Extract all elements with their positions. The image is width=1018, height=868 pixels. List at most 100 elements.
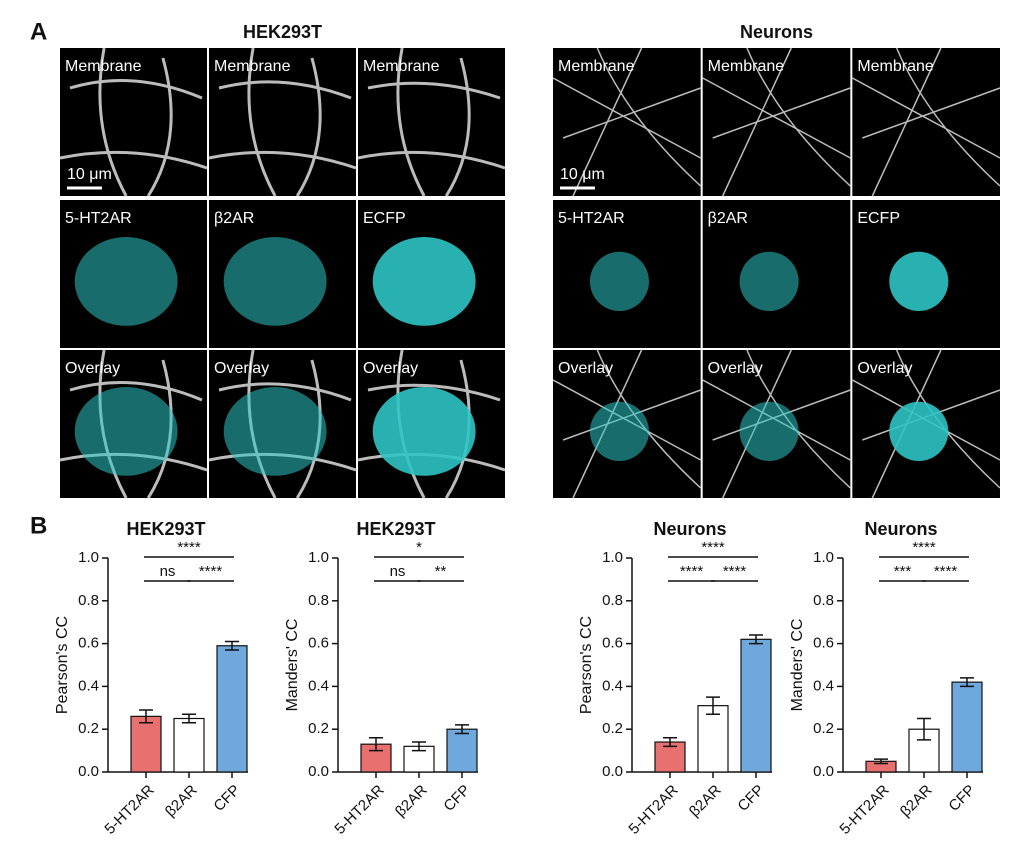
- protein-signal: [889, 401, 949, 461]
- bar: [173, 717, 205, 773]
- bar: [697, 705, 729, 773]
- panel-label: B: [30, 512, 47, 539]
- y-tick-label: 0.8: [78, 592, 99, 609]
- error-bar: [706, 696, 720, 715]
- y-tick-label: 0.6: [78, 635, 99, 652]
- x-tick-label: CFP: [210, 782, 243, 815]
- membrane-signal: [851, 47, 1001, 197]
- y-tick-label: 0.8: [602, 592, 623, 609]
- bar: [130, 715, 162, 773]
- y-tick-label: 0.0: [308, 763, 329, 780]
- cell-label: 5-HT2AR: [65, 210, 132, 227]
- significance-label: ****: [701, 539, 725, 556]
- bar: [951, 681, 983, 773]
- cell-label: β2AR: [708, 210, 748, 227]
- chart-title: HEK293T: [356, 519, 435, 539]
- cell-label: Membrane: [214, 58, 291, 75]
- chart-title: Neurons: [653, 519, 726, 539]
- significance-label: ****: [934, 563, 958, 580]
- membrane-signal: [59, 47, 208, 197]
- protein-signal: [74, 237, 178, 326]
- x-tick-label: CFP: [945, 782, 978, 815]
- y-tick-label: 0.4: [308, 677, 329, 694]
- chart-title: HEK293T: [126, 519, 205, 539]
- x-tick-label: β2AR: [162, 781, 201, 820]
- significance-label: ****: [177, 539, 201, 556]
- error-bar: [455, 724, 469, 735]
- error-bar: [749, 634, 763, 645]
- image-panel: [358, 48, 505, 196]
- bar: [740, 638, 772, 773]
- x-tick-label: β2AR: [392, 781, 431, 820]
- x-tick-label: β2AR: [897, 781, 936, 820]
- image-panel: [852, 48, 1000, 196]
- y-tick-label: 0.0: [813, 763, 834, 780]
- y-axis-label: Manders' CC: [284, 619, 301, 712]
- bar: [446, 728, 478, 773]
- significance-label: **: [435, 563, 447, 580]
- protein-signal: [372, 237, 476, 326]
- y-tick-label: 1.0: [813, 549, 834, 566]
- group-title: HEK293T: [243, 22, 322, 42]
- error-bar: [182, 713, 196, 724]
- significance-label: ns: [390, 563, 406, 580]
- y-tick-label: 0.2: [602, 720, 623, 737]
- cell-label: Overlay: [857, 360, 912, 377]
- membrane-signal: [357, 47, 506, 197]
- y-tick-label: 0.8: [308, 592, 329, 609]
- cell-label: Membrane: [857, 58, 934, 75]
- image-panel: [209, 48, 356, 196]
- error-bar: [225, 640, 239, 651]
- y-tick-label: 1.0: [602, 549, 623, 566]
- y-tick-label: 0.4: [78, 677, 99, 694]
- error-bar: [960, 677, 974, 688]
- significance-label: ****: [912, 539, 936, 556]
- y-axis-label: Manders' CC: [789, 619, 806, 712]
- bar: [216, 645, 248, 773]
- significance-label: ns: [160, 563, 176, 580]
- y-tick-label: 0.0: [602, 763, 623, 780]
- y-tick-label: 1.0: [308, 549, 329, 566]
- y-axis-label: Pearson's CC: [578, 616, 595, 714]
- x-tick-label: CFP: [734, 782, 767, 815]
- error-bar: [874, 758, 888, 765]
- cell-label: Membrane: [708, 58, 785, 75]
- image-panel: [60, 48, 207, 196]
- y-tick-label: 0.2: [78, 720, 99, 737]
- error-bar: [369, 737, 383, 752]
- significance-label: ****: [199, 563, 223, 580]
- protein-signal: [223, 237, 327, 326]
- cell-label: Overlay: [214, 360, 269, 377]
- membrane-signal: [702, 47, 851, 197]
- error-bar: [663, 737, 677, 748]
- cell-label: Membrane: [558, 58, 635, 75]
- cell-label: Overlay: [363, 360, 418, 377]
- cell-label: Membrane: [65, 58, 142, 75]
- membrane-signal: [208, 47, 357, 197]
- protein-signal: [889, 251, 949, 311]
- x-tick-label: 5-HT2AR: [625, 781, 681, 837]
- cell-label: β2AR: [214, 210, 254, 227]
- protein-signal: [372, 387, 476, 476]
- cell-label: ECFP: [857, 210, 900, 227]
- error-bar: [917, 717, 931, 741]
- x-tick-label: 5-HT2AR: [331, 781, 387, 837]
- y-tick-label: 0.0: [78, 763, 99, 780]
- error-bar: [412, 741, 426, 752]
- protein-signal: [589, 401, 649, 461]
- x-tick-label: 5-HT2AR: [836, 781, 892, 837]
- membrane-signal: [552, 47, 702, 197]
- protein-signal: [223, 387, 327, 476]
- error-bar: [139, 709, 153, 724]
- chart-title: Neurons: [864, 519, 937, 539]
- y-axis-label: Pearson's CC: [54, 616, 71, 714]
- x-tick-label: CFP: [440, 782, 473, 815]
- cell-label: Overlay: [708, 360, 763, 377]
- y-tick-label: 0.8: [813, 592, 834, 609]
- y-tick-label: 0.6: [308, 635, 329, 652]
- cell-label: Membrane: [363, 58, 440, 75]
- protein-signal: [739, 251, 799, 311]
- image-panel: [702, 48, 851, 196]
- y-tick-label: 0.2: [813, 720, 834, 737]
